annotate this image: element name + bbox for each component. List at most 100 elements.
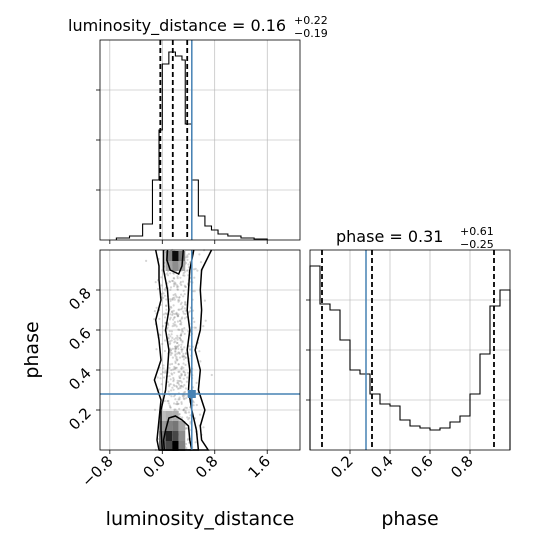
scatter-point (168, 404, 171, 407)
scatter-point (183, 307, 186, 310)
scatter-point (167, 390, 170, 393)
scatter-point (173, 408, 176, 411)
scatter-point (157, 287, 160, 290)
scatter-point (186, 376, 189, 379)
scatter-point (181, 280, 185, 283)
scatter-point (185, 442, 188, 446)
scatter-point (183, 384, 186, 387)
scatter-point (184, 309, 187, 312)
scatter-point (179, 319, 182, 322)
scatter-point (169, 340, 172, 343)
scatter-ytick-label-2: 0.6 (65, 324, 95, 354)
scatter-point (171, 298, 174, 301)
scatter-point (166, 326, 169, 329)
scatter-point (184, 356, 187, 359)
scatter-point (178, 396, 181, 399)
scatter-point (178, 296, 181, 299)
scatter-point (184, 312, 187, 316)
scatter-point (175, 346, 178, 349)
scatter-point (168, 375, 171, 378)
scatter-point (176, 345, 179, 348)
scatter-point (169, 316, 172, 319)
scatter-point (171, 310, 174, 313)
scatter-point (153, 318, 156, 321)
scatter-point (177, 328, 180, 331)
scatter-point (172, 293, 175, 297)
scatter-point (183, 408, 186, 411)
scatter-point (202, 426, 205, 429)
scatter-point (180, 317, 183, 320)
scatter-point (163, 349, 166, 353)
scatter-point (186, 416, 189, 419)
scatter-point (176, 358, 179, 361)
scatter-point (177, 347, 180, 350)
scatter-point (173, 341, 176, 344)
scatter-point (169, 406, 172, 409)
scatter-point (184, 352, 188, 355)
xlabel-luminosity: luminosity_distance (106, 508, 295, 530)
scatter-point (179, 334, 182, 337)
scatter-point (188, 348, 191, 351)
scatter-point (174, 367, 177, 370)
scatter-point (195, 403, 198, 407)
scatter-point (169, 349, 172, 352)
scatter-point (162, 296, 165, 299)
scatter-point (171, 313, 174, 317)
density-cell-16 (172, 251, 179, 261)
scatter-point (172, 368, 175, 371)
scatter-point (177, 308, 180, 311)
scatter-point (164, 289, 167, 292)
scatter-point (193, 320, 196, 323)
scatter-point (193, 326, 196, 329)
scatter-point (196, 269, 199, 272)
scatter-point (176, 288, 179, 291)
scatter-point (178, 319, 182, 323)
scatter-point (176, 320, 179, 323)
density-cell-10 (172, 421, 179, 431)
scatter-point (193, 276, 196, 279)
scatter-point (180, 301, 183, 304)
scatter-point (183, 293, 186, 296)
scatter-point (181, 354, 184, 357)
scatter-point (172, 388, 175, 391)
scatter-point (175, 313, 179, 316)
scatter-point (182, 355, 185, 358)
scatter-point (183, 274, 186, 277)
scatter-point (184, 301, 187, 304)
scatter-point (189, 414, 192, 417)
scatter-point (180, 321, 183, 324)
scatter-point (181, 341, 184, 344)
scatter-point (182, 397, 185, 400)
scatter-point (182, 408, 185, 412)
scatter-point (184, 427, 188, 430)
scatter-point (180, 365, 183, 368)
scatter-point (174, 337, 178, 340)
scatter-point (183, 398, 186, 401)
scatter-point (163, 376, 166, 379)
scatter-point (181, 348, 184, 351)
scatter-point (173, 281, 176, 284)
scatter-point (174, 360, 177, 363)
scatter-point (185, 380, 188, 383)
scatter-point (173, 296, 176, 299)
scatter-point (178, 370, 181, 373)
scatter-point (166, 274, 170, 277)
scatter-point (174, 340, 177, 343)
scatter-point (172, 272, 175, 275)
scatter-point (161, 325, 164, 328)
panel-luminosity-histogram: luminosity_distance = 0.16 +0.22 −0.19 (68, 14, 328, 244)
scatter-point (186, 438, 189, 441)
ylabel-phase: phase (21, 321, 43, 378)
scatter-point (160, 383, 163, 386)
scatter-point (179, 339, 182, 342)
scatter-point (176, 314, 179, 317)
scatter-point (171, 386, 174, 389)
scatter-point (180, 334, 183, 337)
scatter-point (183, 371, 187, 374)
scatter-point (181, 307, 184, 310)
scatter-point (179, 303, 182, 306)
scatter-point (177, 398, 180, 401)
scatter-point (173, 324, 176, 327)
scatter-point (187, 263, 190, 266)
scatter-point (182, 312, 185, 315)
